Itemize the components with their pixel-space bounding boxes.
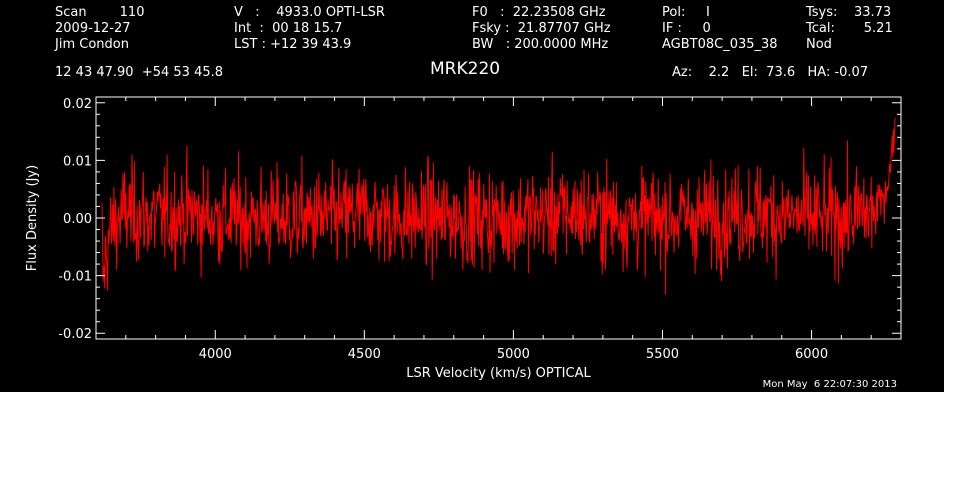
x-tick-label: 5500	[646, 347, 679, 362]
rest-frequency: F0 : 22.23508 GHz	[472, 5, 606, 20]
procedure-type: Nod	[806, 37, 832, 52]
scan-number: Scan 110	[55, 5, 145, 20]
project-id: AGBT08C_035_38	[662, 37, 778, 52]
source-coordinates: 12 43 47.90 +54 53 45.8	[55, 65, 224, 80]
if-number: IF : 0	[662, 21, 711, 36]
polarization: Pol: I	[662, 5, 710, 20]
plot-panel: Scan 110 2009-12-27 Jim Condon 12 43 47.…	[0, 0, 944, 392]
x-tick-label: 5000	[497, 347, 530, 362]
x-axis-label: LSR Velocity (km/s) OPTICAL	[406, 366, 591, 381]
series-layer	[101, 117, 896, 295]
y-tick-label: 0.02	[63, 97, 92, 112]
x-tick-label: 4000	[199, 347, 232, 362]
observer-name: Jim Condon	[55, 37, 129, 52]
velocity-info: V : 4933.0 OPTI-LSR	[234, 5, 385, 20]
y-tick-label: 0.00	[63, 212, 92, 227]
az-el-ha: Az: 2.2 El: 73.6 HA: -0.07	[672, 65, 869, 80]
cal-temperature: Tcal: 5.21	[806, 21, 893, 36]
ticks-layer: 4000 4500 5000 5500 6000 -0.02 -0.01 0.00 0.01 0.…	[58, 97, 902, 362]
x-tick-label: 4500	[348, 347, 381, 362]
y-axis-label: Flux Density (Jy)	[25, 165, 40, 271]
chart-title: MRK220	[430, 59, 501, 79]
y-tick-label: -0.02	[58, 327, 92, 342]
y-tick-label: -0.01	[58, 270, 92, 285]
integration-time: Int : 00 18 15.7	[234, 21, 343, 36]
sky-frequency: Fsky : 21.87707 GHz	[472, 21, 611, 36]
spectrum-line	[101, 117, 896, 295]
footer-timestamp: Mon May 6 22:07:30 2013	[762, 379, 897, 390]
observation-date: 2009-12-27	[55, 21, 131, 36]
spectrum-chart: 4000 4500 5000 5500 6000 -0.02 -0.01 0.00 0.01 0.…	[25, 96, 902, 381]
system-temperature: Tsys: 33.73	[806, 5, 892, 20]
x-tick-label: 6000	[795, 347, 828, 362]
y-tick-label: 0.01	[63, 154, 92, 169]
bandwidth: BW : 200.0000 MHz	[472, 37, 609, 52]
lst-time: LST : +12 39 43.9	[234, 37, 352, 52]
